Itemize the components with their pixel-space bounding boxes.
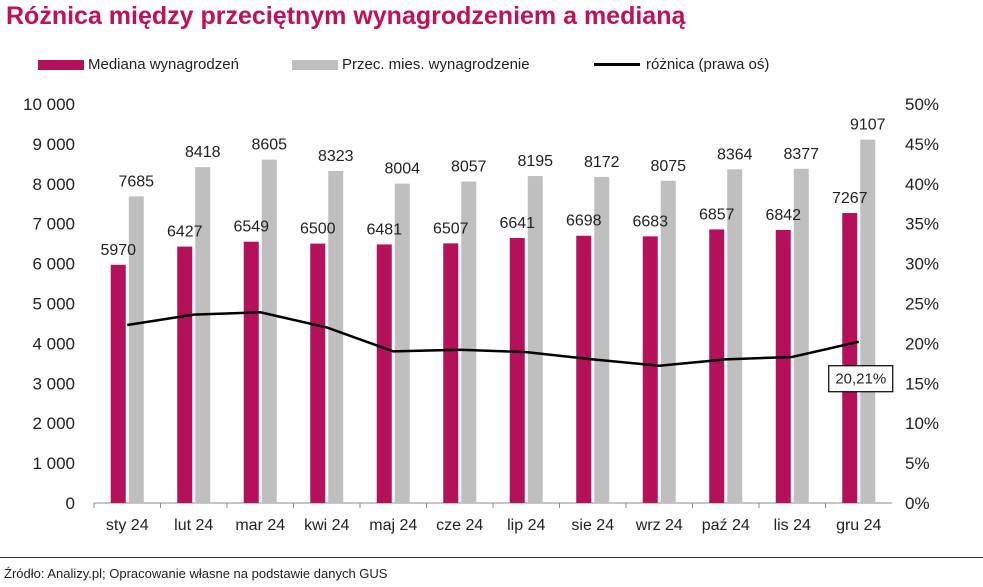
bar-average	[394, 183, 410, 504]
bar-median	[842, 213, 858, 504]
data-label-median: 6842	[765, 207, 801, 224]
data-label-median: 6427	[167, 224, 203, 241]
y-left-tick-label: 4 000	[32, 334, 75, 353]
data-label-average: 8057	[451, 159, 487, 176]
x-tick-label: sie 24	[571, 517, 614, 534]
source-note: Źródło: Analizy.pl; Opracowanie własne n…	[4, 566, 388, 581]
data-label-average: 8377	[783, 146, 819, 163]
legend-item-average: Przec. mies. wynagrodzenie	[292, 56, 530, 73]
data-label-median: 5970	[100, 242, 136, 259]
bar-median	[443, 243, 459, 503]
x-tick-label: wrz 24	[635, 517, 683, 534]
x-tick-label: paź 24	[702, 517, 750, 534]
y-right-tick-label: 20%	[905, 334, 939, 353]
data-label-median: 6507	[433, 220, 469, 237]
line-difference	[127, 311, 860, 367]
bar-average	[195, 167, 211, 503]
y-left-tick-label: 6 000	[32, 255, 75, 274]
x-tick-label: kwi 24	[304, 517, 349, 534]
footer-rule	[0, 557, 983, 558]
bar-average	[594, 176, 610, 503]
x-tick-label: cze 24	[436, 517, 483, 534]
legend-item-median: Mediana wynagrodzeń	[38, 56, 239, 73]
data-label-average: 8075	[650, 158, 686, 175]
bar-median	[243, 241, 259, 504]
y-right-tick-label: 15%	[905, 374, 939, 393]
data-label-average: 8418	[185, 144, 221, 161]
bar-median	[642, 236, 658, 503]
data-label-median: 6641	[499, 215, 535, 232]
y-left-tick-label: 10 000	[23, 95, 75, 114]
x-tick-label: mar 24	[235, 517, 285, 534]
legend-item-difference: różnica (prawa oś)	[594, 56, 769, 73]
data-label-median: 6698	[566, 213, 602, 230]
y-left-tick-label: 7 000	[32, 215, 75, 234]
bar-average	[660, 180, 676, 503]
x-tick-label: lut 24	[174, 517, 213, 534]
y-left-tick-label: 0	[66, 494, 75, 513]
bar-median	[576, 235, 592, 503]
data-label-average: 8605	[251, 137, 287, 154]
legend-swatch-average	[292, 59, 338, 70]
bar-median	[709, 229, 725, 503]
x-tick-label: gru 24	[836, 517, 881, 534]
y-right-tick-label: 10%	[905, 414, 939, 433]
data-label-average: 9107	[850, 117, 886, 134]
data-label-average: 8172	[584, 154, 620, 171]
y-right-tick-label: 40%	[905, 175, 939, 194]
bar-average	[461, 181, 477, 503]
data-label-average: 8364	[717, 146, 753, 163]
bar-average	[527, 176, 543, 503]
data-label-average: 7685	[118, 173, 154, 190]
bar-average	[261, 159, 277, 503]
legend-label-difference: różnica (prawa oś)	[646, 56, 770, 73]
y-left-tick-label: 3 000	[32, 374, 75, 393]
bar-median	[509, 238, 525, 503]
x-tick-label: maj 24	[369, 517, 417, 534]
bar-median	[110, 264, 126, 503]
bar-median	[310, 243, 326, 503]
bar-median	[177, 246, 193, 504]
x-tick-label: lip 24	[507, 517, 545, 534]
x-tick-label: lis 24	[774, 517, 811, 534]
legend-swatch-difference	[594, 63, 640, 66]
legend-swatch-median	[38, 59, 84, 70]
y-left-tick-label: 8 000	[32, 175, 75, 194]
bar-median	[376, 244, 392, 504]
data-label-median: 6857	[699, 206, 735, 223]
y-left-tick-label: 2 000	[32, 414, 75, 433]
data-label-median: 7267	[832, 190, 868, 207]
bar-average	[860, 139, 876, 503]
bar-median	[775, 230, 791, 503]
legend-label-median: Mediana wynagrodzeń	[88, 56, 239, 73]
y-right-tick-label: 30%	[905, 255, 939, 274]
y-right-tick-label: 35%	[905, 215, 939, 234]
data-label-median: 6481	[366, 221, 402, 238]
bar-average	[727, 169, 743, 503]
legend: Mediana wynagrodzeń Przec. mies. wynagro…	[0, 56, 983, 78]
data-label-median: 6500	[300, 221, 336, 238]
x-tick-label: sty 24	[106, 517, 149, 534]
y-right-tick-label: 0%	[905, 494, 930, 513]
y-left-tick-label: 1 000	[32, 454, 75, 473]
bar-average	[328, 170, 344, 503]
y-right-tick-label: 50%	[905, 95, 939, 114]
legend-label-average: Przec. mies. wynagrodzenie	[342, 56, 530, 73]
data-label-median: 6683	[632, 213, 668, 230]
y-right-tick-label: 45%	[905, 135, 939, 154]
bar-average	[793, 168, 809, 504]
data-label-median: 6549	[233, 219, 269, 236]
y-left-tick-label: 9 000	[32, 135, 75, 154]
y-right-tick-label: 5%	[905, 454, 930, 473]
chart-title: Różnica między przeciętnym wynagrodzenie…	[6, 2, 686, 30]
y-left-tick-label: 5 000	[32, 295, 75, 314]
data-label-average: 8323	[318, 148, 354, 165]
annotation-box	[828, 365, 894, 393]
bar-average	[128, 196, 144, 503]
data-label-average: 8195	[517, 153, 553, 170]
data-label-average: 8004	[384, 161, 420, 178]
annotation-label: 20,21%	[835, 371, 886, 388]
y-right-tick-label: 25%	[905, 295, 939, 314]
